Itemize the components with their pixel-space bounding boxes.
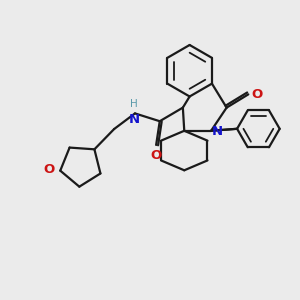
Text: H: H — [130, 99, 138, 110]
Text: O: O — [43, 163, 54, 176]
Text: N: N — [212, 125, 223, 138]
Text: O: O — [151, 149, 162, 162]
Text: O: O — [251, 88, 262, 101]
Text: N: N — [128, 113, 140, 126]
